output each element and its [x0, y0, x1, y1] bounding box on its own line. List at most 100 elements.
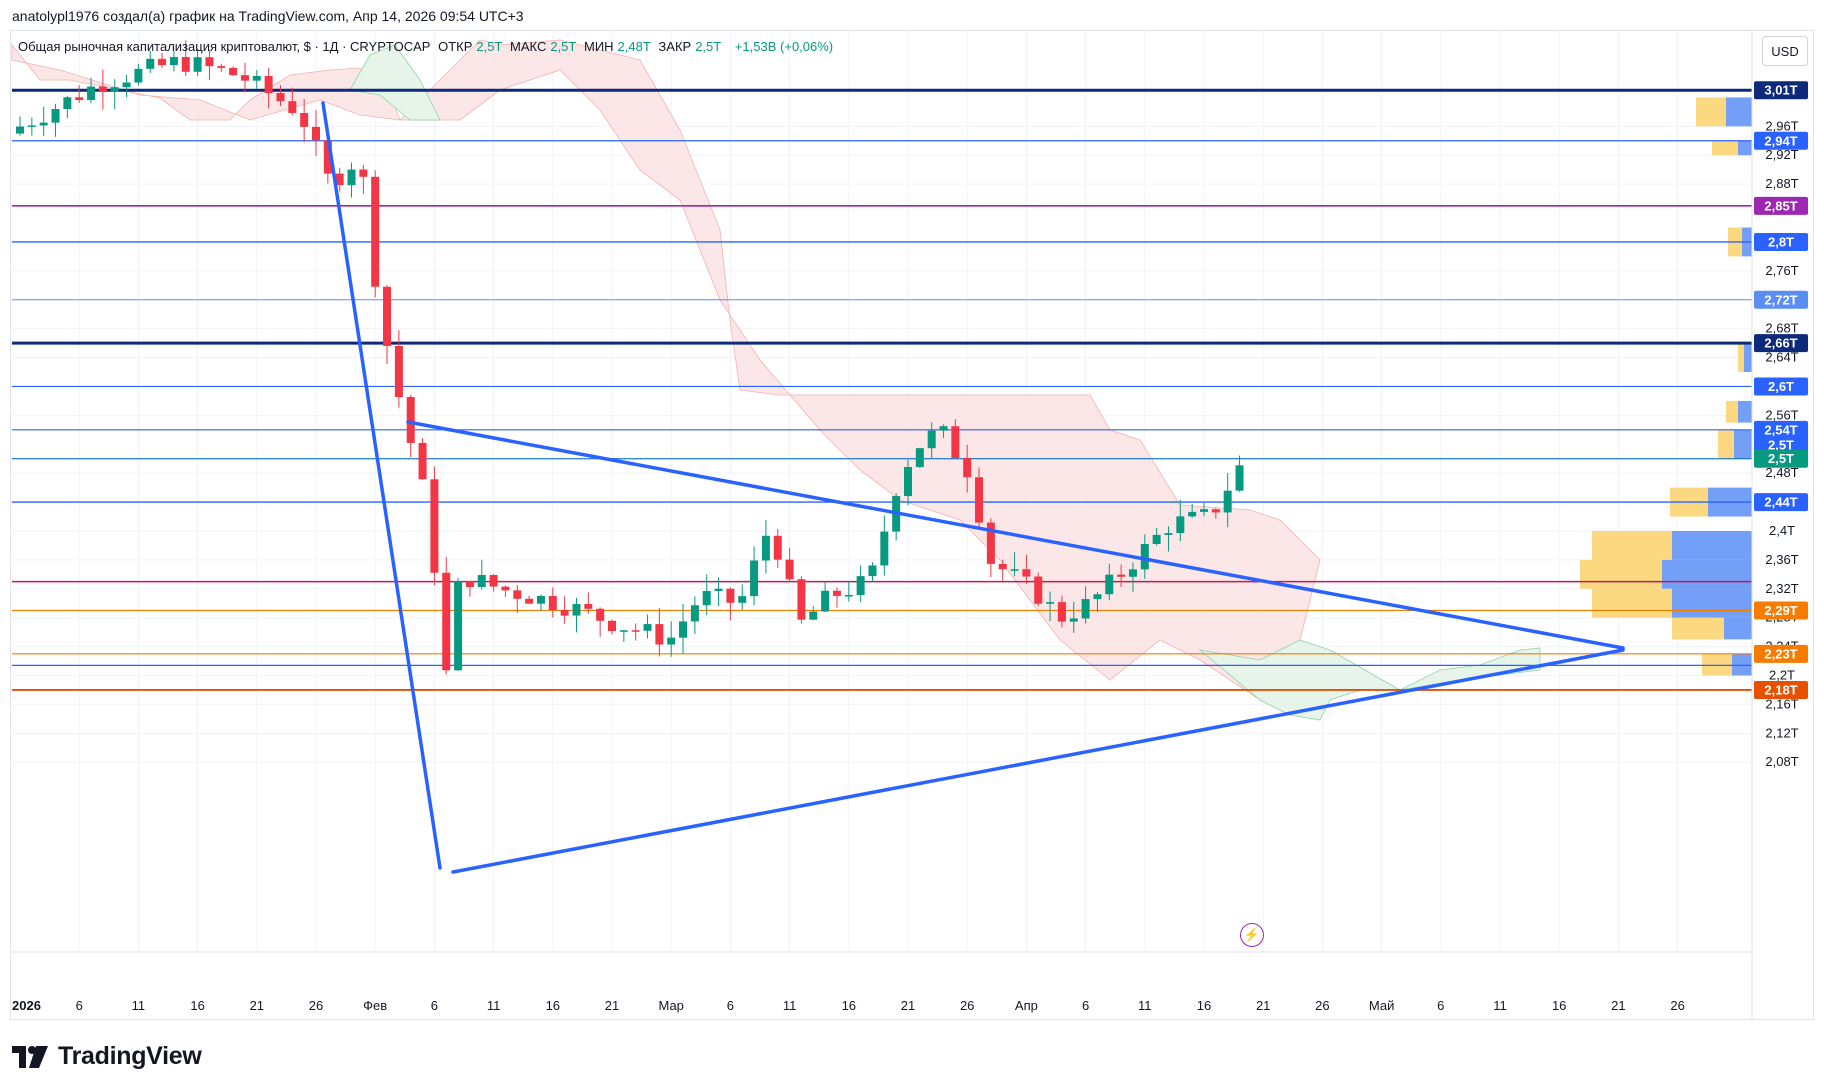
candle-body: [904, 467, 912, 497]
candle-body: [655, 624, 664, 645]
symbol-legend[interactable]: Общая рыночная капитализация криптовалют…: [18, 39, 837, 54]
candle-body: [240, 75, 249, 81]
candle-body: [146, 58, 155, 69]
volume-bar-down: [1672, 530, 1752, 560]
candle-body: [110, 87, 119, 92]
candle-body: [939, 426, 948, 431]
axes: 2026 6 11 16 21 26 Фев 6 11 16 21 Мар 6 11 16 21 26 Апр 6 1…: [12, 30, 1799, 1020]
volume-bar-down: [1672, 588, 1752, 618]
candle-body: [181, 57, 190, 72]
y-tick-label: 2,68T: [1765, 321, 1798, 336]
chart-attribution: anatolypl1976 создал(а) график на Tradin…: [12, 8, 524, 24]
tradingview-logo-icon: [12, 1045, 48, 1068]
candle-body: [489, 575, 498, 587]
volume-bar-up: [1592, 530, 1672, 560]
candle-body: [513, 590, 522, 599]
volume-bar-down: [1732, 653, 1752, 676]
candle-body: [1081, 599, 1090, 619]
price-tag: [1754, 420, 1808, 439]
candle-body: [608, 620, 616, 632]
volume-bar-up: [1672, 617, 1724, 640]
candle-body: [430, 479, 439, 573]
currency-button[interactable]: USD: [1762, 36, 1808, 66]
candle-body: [217, 66, 226, 68]
candle-body: [1093, 594, 1102, 600]
candle-body: [394, 346, 403, 398]
price-tag-label: 2,94T: [1764, 133, 1797, 148]
candle-body: [39, 122, 48, 126]
x-tick-label: 11: [132, 998, 146, 1013]
candle-body: [1211, 509, 1220, 513]
price-tag-label: 2,6T: [1768, 379, 1794, 394]
lightning-bolt-icon[interactable]: ⚡: [1240, 923, 1264, 947]
candle-body: [619, 630, 628, 632]
cloud-bullish: [349, 44, 441, 121]
cloud-bullish: [1198, 639, 1541, 721]
symbol-title: Общая рыночная капитализация криптовалют…: [18, 39, 431, 54]
candle-body: [1128, 569, 1137, 577]
candle-body: [134, 68, 143, 83]
candle-body: [158, 58, 167, 66]
price-tag-label: 2,66T: [1764, 336, 1797, 351]
price-tag: [1754, 290, 1808, 309]
price-tag-label: 2,54T: [1764, 422, 1797, 437]
x-tick-label: 11: [487, 998, 501, 1013]
horizontal-price-lines[interactable]: [12, 88, 1752, 691]
triangle-trendlines[interactable]: [321, 101, 1625, 874]
x-tick-label: 21: [605, 998, 619, 1013]
price-tag: [1754, 435, 1808, 454]
candle-body: [1010, 569, 1019, 571]
candle-body: [726, 588, 735, 603]
volume-bar-down: [1738, 140, 1752, 156]
price-tag: [1754, 232, 1808, 251]
candle-body: [276, 93, 285, 102]
candle-body: [193, 57, 202, 72]
close-value: 2,5T: [695, 39, 722, 54]
candle-body: [1034, 576, 1043, 604]
candle-body: [761, 535, 770, 561]
candle-body: [1152, 534, 1161, 544]
x-tick-label: 11: [1138, 998, 1152, 1013]
x-tick-label: 21: [1611, 998, 1625, 1013]
candle-body: [347, 169, 356, 186]
candle-body: [548, 595, 557, 610]
trendline: [321, 101, 442, 870]
price-tag: [1754, 334, 1808, 353]
open-label: ОТКР: [438, 39, 473, 54]
price-tag-label: 2,72T: [1764, 292, 1797, 307]
candle-body: [785, 559, 794, 580]
candle-body: [844, 595, 853, 597]
candle-body: [1140, 543, 1149, 570]
volume-bar-up: [1712, 140, 1738, 156]
price-tag: [1754, 196, 1808, 215]
candle-body: [832, 590, 841, 596]
tradingview-logo[interactable]: TradingView: [12, 1042, 202, 1071]
x-tick-label: 21: [1256, 998, 1270, 1013]
candle-body: [880, 531, 889, 566]
candle-body: [643, 624, 652, 631]
candle-body: [797, 579, 806, 620]
candle-body: [264, 75, 273, 94]
candle-body: [525, 598, 534, 604]
candle-body: [631, 630, 640, 632]
x-tick-label: Апр: [1015, 998, 1038, 1013]
candle-body: [750, 560, 759, 597]
candle-body: [536, 595, 545, 604]
candle-body: [75, 97, 84, 100]
candle-body: [51, 109, 60, 123]
x-tick-label: 16: [1197, 998, 1211, 1013]
x-tick-label: Май: [1369, 998, 1394, 1013]
candlestick-series[interactable]: [16, 40, 1244, 675]
candle-body: [1046, 602, 1055, 604]
candle-body: [738, 596, 747, 603]
candle-body: [27, 125, 36, 127]
candle-body: [773, 535, 782, 560]
candle-body: [371, 176, 380, 287]
price-tag-label: 2,5T: [1768, 451, 1794, 466]
price-tag-label: 2,8T: [1768, 234, 1794, 249]
price-tag: [1754, 601, 1808, 620]
low-value: 2,48T: [617, 39, 651, 54]
candle-body: [821, 590, 830, 612]
price-tag: [1754, 493, 1808, 512]
